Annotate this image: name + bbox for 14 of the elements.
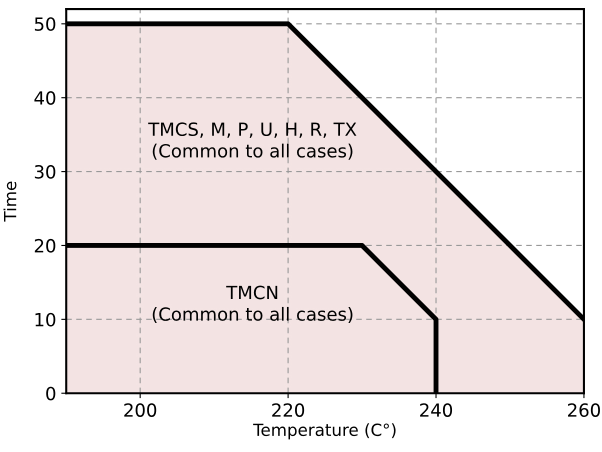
y-tick-label: 0	[46, 386, 56, 400]
annotation: TMCS, M, P, U, H, R, TX (Common to all cases)	[148, 122, 356, 160]
x-axis-title: Temperature (C°)	[253, 423, 396, 440]
y-tick-label: 20	[34, 238, 56, 253]
y-axis-title: Time	[4, 182, 16, 222]
x-tick-label: 200	[124, 403, 156, 417]
y-tick-label: 30	[34, 165, 56, 179]
y-tick-label: 10	[36, 312, 56, 326]
y-tick-label: 40	[34, 91, 56, 105]
x-tick-label: 260	[568, 403, 600, 417]
annotation: TMCN (Common to all cases)	[152, 286, 352, 324]
x-tick-label: 220	[272, 403, 304, 417]
x-tick-label: 240	[420, 403, 452, 417]
y-tick-label: 50	[34, 17, 56, 31]
